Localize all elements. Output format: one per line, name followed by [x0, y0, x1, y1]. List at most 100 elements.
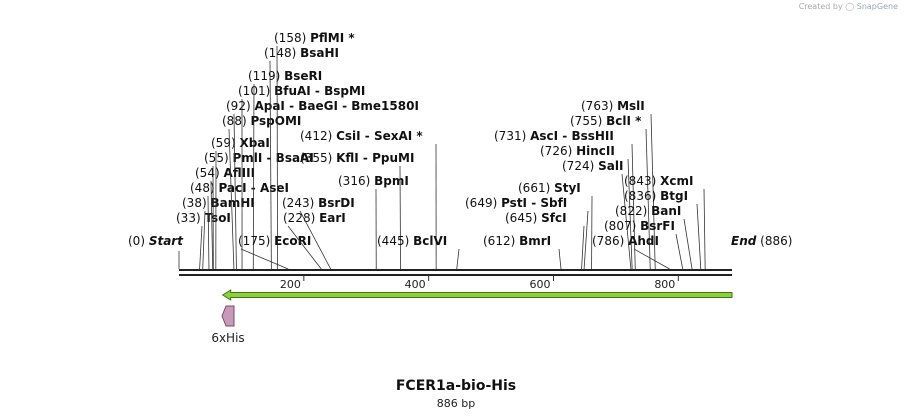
- site-label-23[interactable]: (661) StyI: [518, 181, 581, 195]
- site-name: BpmI: [374, 174, 409, 188]
- site-line-25: [627, 158, 633, 270]
- site-position: (886): [756, 234, 792, 248]
- site-label-10[interactable]: (119) BseRI: [248, 69, 322, 83]
- site-line-22: [583, 210, 589, 270]
- site-label-0[interactable]: (0) Start: [128, 234, 184, 248]
- site-position: (786): [592, 234, 628, 248]
- site-name: PflMI *: [310, 31, 355, 45]
- site-name: SfcI: [541, 211, 566, 225]
- site-label-11[interactable]: (148) BsaHI: [264, 46, 339, 60]
- site-name: PmlI - BsaAI: [232, 151, 313, 165]
- site-position: (445): [377, 234, 413, 248]
- site-name: AscI - BssHII: [530, 129, 614, 143]
- site-line-17: [399, 165, 401, 270]
- site-label-33[interactable]: (843) XcmI: [624, 174, 693, 188]
- site-label-8[interactable]: (92) ApaI - BaeGI - Bme1580I: [226, 99, 419, 113]
- site-label-32[interactable]: (836) BtgI: [624, 189, 688, 203]
- site-label-17[interactable]: (355) KflI - PpuMI: [300, 151, 414, 165]
- site-name: BsaHI: [300, 46, 339, 60]
- site-label-27[interactable]: (755) BclI *: [570, 114, 642, 128]
- site-line-19: [456, 248, 460, 270]
- site-label-25[interactable]: (726) HincII: [540, 144, 615, 158]
- site-label-22[interactable]: (649) PstI - SbfI: [465, 196, 567, 210]
- site-position: (763): [581, 99, 617, 113]
- site-line-11: [269, 60, 272, 270]
- site-label-4[interactable]: (54) AflIII: [195, 166, 255, 180]
- site-line-24: [621, 173, 632, 270]
- site-position: (316): [338, 174, 374, 188]
- site-line-31: [683, 218, 693, 270]
- site-label-26[interactable]: (731) AscI - BssHII: [494, 129, 614, 143]
- site-line-10: [252, 83, 255, 270]
- snapgene-logo-icon: ◯: [845, 2, 855, 11]
- site-label-1[interactable]: (33) TsoI: [176, 211, 231, 225]
- site-label-20[interactable]: (612) BmrI: [483, 234, 551, 248]
- site-position: (649): [465, 196, 501, 210]
- site-label-14[interactable]: (228) EarI: [283, 211, 346, 225]
- site-label-3[interactable]: (48) PacI - AseI: [190, 181, 289, 195]
- site-name: KflI - PpuMI: [336, 151, 414, 165]
- site-position: (148): [264, 46, 300, 60]
- site-name: EarI: [319, 211, 346, 225]
- site-label-2[interactable]: (38) BamHI: [182, 196, 255, 210]
- site-label-29[interactable]: (786) AhdI: [592, 234, 659, 248]
- cds-arrow-icon[interactable]: [221, 289, 733, 301]
- site-label-24[interactable]: (724) SalI: [562, 159, 623, 173]
- site-position: (645): [505, 211, 541, 225]
- site-label-19[interactable]: (445) BclVI: [377, 234, 447, 248]
- site-line-32: [696, 203, 702, 270]
- site-label-28[interactable]: (763) MslI: [581, 99, 645, 113]
- site-label-16[interactable]: (316) BpmI: [338, 174, 409, 188]
- site-label-9[interactable]: (101) BfuAI - BspMI: [238, 84, 365, 98]
- site-name: XcmI: [660, 174, 693, 188]
- sequence-length: 886 bp: [436, 397, 476, 410]
- site-name: PspOMI: [250, 114, 301, 128]
- site-position: (612): [483, 234, 519, 248]
- site-position: (843): [624, 174, 660, 188]
- credit-prefix: Created by: [798, 2, 843, 11]
- site-label-13[interactable]: (175) EcoRI: [238, 234, 311, 248]
- site-label-18[interactable]: (412) CsiI - SexAI *: [300, 129, 423, 143]
- site-name: BseRI: [284, 69, 322, 83]
- site-line-4: [210, 180, 214, 270]
- site-position: (175): [238, 234, 274, 248]
- site-position: (243): [282, 196, 318, 210]
- ruler-tick-label: 800: [654, 278, 675, 291]
- ruler-tick-label: 400: [405, 278, 426, 291]
- site-position: (726): [540, 144, 576, 158]
- site-name: Start: [149, 234, 184, 248]
- site-line-29: [633, 248, 670, 270]
- site-label-34[interactable]: End (886): [731, 234, 792, 248]
- site-position: (54): [195, 166, 223, 180]
- site-name: CsiI - SexAI *: [336, 129, 423, 143]
- site-position: (48): [190, 181, 218, 195]
- site-name: StyI: [554, 181, 581, 195]
- site-position: (661): [518, 181, 554, 195]
- site-name: BanI: [651, 204, 681, 218]
- site-label-31[interactable]: (822) BanI: [615, 204, 681, 218]
- site-position: (807): [604, 219, 640, 233]
- credit-brand: SnapGene: [856, 2, 898, 11]
- site-name: BamHI: [210, 196, 254, 210]
- site-line-13: [240, 248, 289, 270]
- site-line-33: [703, 188, 706, 270]
- site-name: BsrFI: [640, 219, 675, 233]
- site-label-30[interactable]: (807) BsrFI: [604, 219, 675, 233]
- site-label-6[interactable]: (59) XbaI: [211, 136, 270, 150]
- site-label-7[interactable]: (88) PspOMI: [222, 114, 301, 128]
- site-line-14: [287, 225, 322, 270]
- site-label-21[interactable]: (645) SfcI: [505, 211, 567, 225]
- site-position: (412): [300, 129, 336, 143]
- site-name: AflIII: [223, 166, 255, 180]
- site-position: (228): [283, 211, 319, 225]
- site-position: (59): [211, 136, 239, 150]
- site-label-12[interactable]: (158) PflMI *: [274, 31, 355, 45]
- site-position: (88): [222, 114, 250, 128]
- tag-arrow-icon[interactable]: [221, 305, 235, 327]
- feature-label-6xhis: 6xHis: [211, 331, 244, 345]
- site-position: (731): [494, 129, 530, 143]
- site-label-5[interactable]: (55) PmlI - BsaAI: [204, 151, 314, 165]
- site-name: BclVI: [413, 234, 447, 248]
- site-label-15[interactable]: (243) BsrDI: [282, 196, 355, 210]
